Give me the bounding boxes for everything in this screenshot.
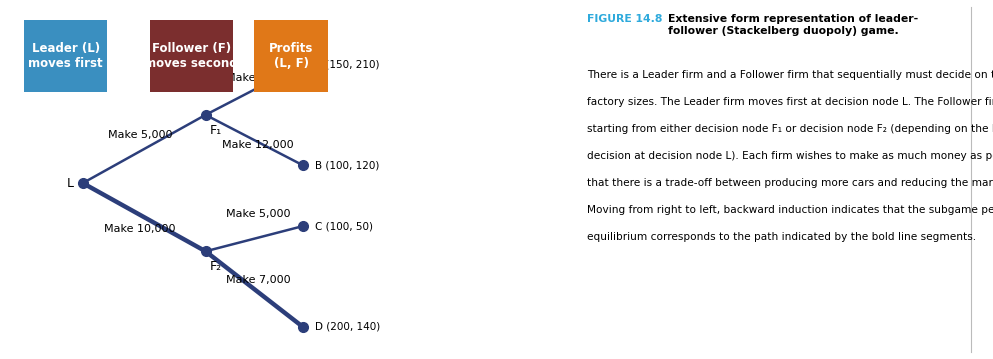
Text: Moving from right to left, backward induction indicates that the subgame perfect: Moving from right to left, backward indu… [588,205,993,215]
Text: Make 12,000: Make 12,000 [222,140,294,150]
Text: C (100, 50): C (100, 50) [315,221,373,231]
Text: There is a Leader firm and a Follower firm that sequentially must decide on thei: There is a Leader firm and a Follower fi… [588,70,993,80]
Text: L: L [68,177,74,190]
Text: F₁: F₁ [211,124,222,137]
Text: Make 5,000: Make 5,000 [225,209,290,219]
Text: that there is a trade-off between producing more cars and reducing the market pr: that there is a trade-off between produc… [588,178,993,188]
Text: A (150, 210): A (150, 210) [315,60,379,70]
Text: F₂: F₂ [211,260,222,273]
Text: starting from either decision node F₁ or decision node F₂ (depending on the Lead: starting from either decision node F₁ or… [588,124,993,134]
Text: factory sizes. The Leader firm moves first at decision node L. The Follower firm: factory sizes. The Leader firm moves fir… [588,97,993,107]
Text: Extensive form representation of leader-
follower (Stackelberg duopoly) game.: Extensive form representation of leader-… [668,14,919,36]
Text: FIGURE 14.8: FIGURE 14.8 [588,14,666,24]
FancyBboxPatch shape [254,20,329,92]
Text: Follower (F)
moves second: Follower (F) moves second [144,42,238,70]
Text: Make 10,000: Make 10,000 [104,224,176,234]
Text: Make 5,000: Make 5,000 [107,130,172,140]
FancyBboxPatch shape [150,20,232,92]
Text: B (100, 120): B (100, 120) [315,160,379,170]
Text: Make 7,000: Make 7,000 [225,275,290,285]
Text: Profits
(L, F): Profits (L, F) [269,42,314,70]
Text: decision at decision node L). Each firm wishes to make as much money as possible: decision at decision node L). Each firm … [588,151,993,161]
Text: Leader (L)
moves first: Leader (L) moves first [29,42,103,70]
Text: Make 7,000: Make 7,000 [225,73,290,83]
Text: D (200, 140): D (200, 140) [315,322,380,332]
FancyBboxPatch shape [24,20,107,92]
Text: equilibrium corresponds to the path indicated by the bold line segments.: equilibrium corresponds to the path indi… [588,232,976,242]
